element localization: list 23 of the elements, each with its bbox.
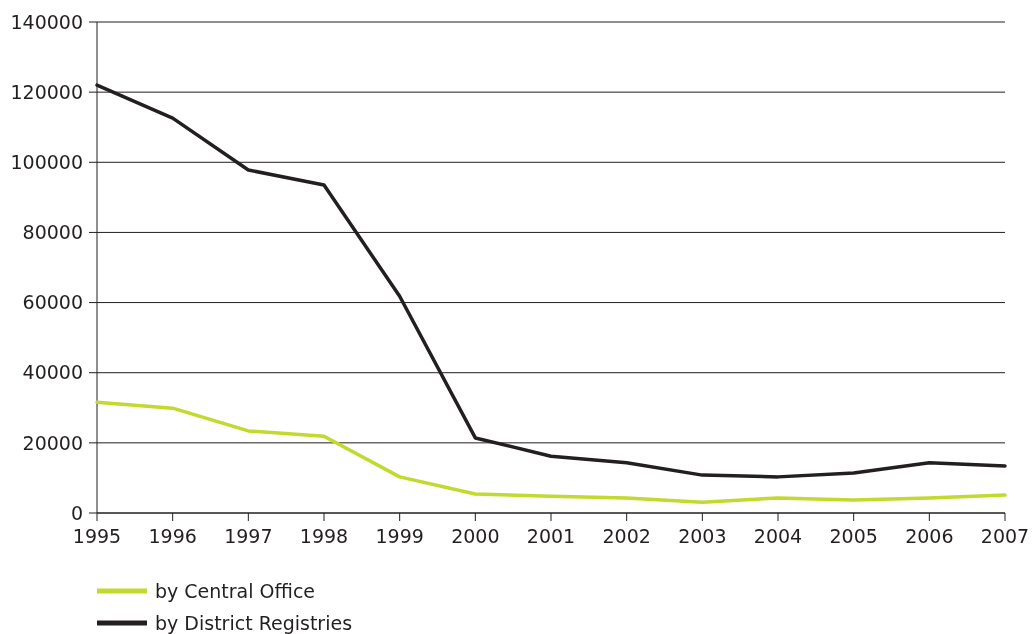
x-tick-label: 2005: [829, 525, 878, 547]
x-tick-label: 2004: [753, 525, 803, 547]
y-tick-label: 20000: [22, 431, 83, 454]
y-tick-label: 40000: [22, 361, 83, 384]
legend-label: by Central Office: [155, 579, 316, 602]
y-tick-label: 120000: [10, 80, 83, 103]
x-tick-label: 2000: [451, 525, 500, 547]
y-tick-label: 140000: [10, 10, 83, 33]
x-tick-label: 2002: [602, 525, 651, 547]
x-tick-label: 2006: [905, 525, 954, 547]
x-tick-label: 1995: [72, 525, 122, 547]
y-tick-label: 60000: [22, 291, 83, 314]
x-tick-label: 2003: [678, 525, 727, 547]
x-tick-label: 1996: [148, 525, 197, 547]
y-tick-label: 0: [70, 501, 83, 524]
y-tick-label: 80000: [22, 221, 83, 244]
x-tick-label: 2001: [526, 525, 576, 547]
y-tick-label: 100000: [10, 150, 83, 173]
x-tick-label: 2007: [980, 525, 1030, 547]
x-tick-label: 1999: [375, 525, 424, 547]
x-tick-label: 1997: [224, 525, 273, 547]
legend-label: by District Registries: [155, 611, 353, 634]
x-tick-label: 1998: [299, 525, 349, 547]
